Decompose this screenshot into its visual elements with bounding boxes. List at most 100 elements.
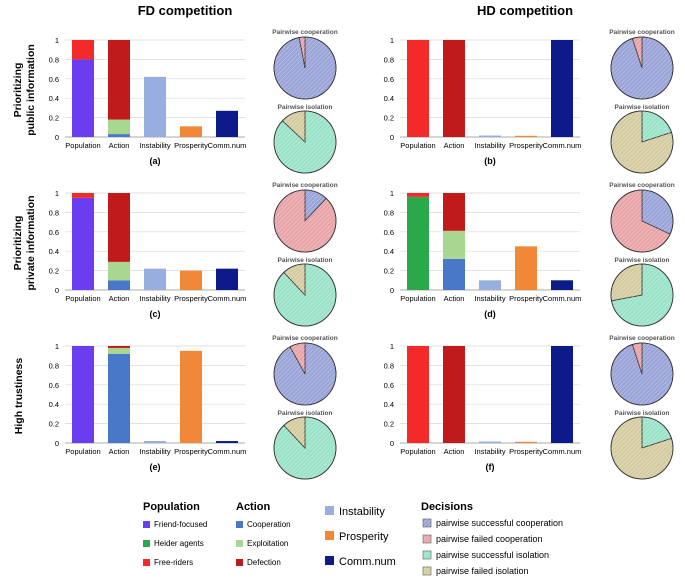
pie-isolation	[273, 416, 337, 480]
x-tick-label: Population	[65, 141, 100, 150]
pie-title-isolation: Pairwise isolation	[615, 104, 670, 111]
bar-action-segment	[108, 353, 130, 443]
y-tick-label: 0.4	[384, 247, 394, 256]
panels: 0 0.2 0.4 0.6 0.8 1 Population Action Instabilit…	[12, 29, 675, 480]
legend-swatch-hatch	[423, 551, 431, 559]
y-tick-label: 0	[55, 439, 59, 448]
legend-swatch-metric	[325, 506, 334, 515]
pie-isolation-hatch	[610, 110, 674, 174]
bar-instability	[144, 268, 166, 290]
pie-title-cooperation: Pairwise cooperation	[609, 182, 674, 189]
legend-swatch-metric	[325, 556, 334, 565]
y-tick-label: 0.6	[384, 381, 394, 390]
y-tick-label: 0.6	[49, 228, 59, 237]
x-tick-label: Population	[65, 447, 100, 456]
pie-cooperation	[610, 342, 674, 406]
bar-action-segment	[108, 40, 130, 120]
bar-population-segment	[72, 59, 94, 137]
panel-c: 0 0.2 0.4 0.6 0.8 1 Population Action Instabilit…	[49, 182, 338, 327]
bar-action-segment	[108, 134, 130, 137]
legend-label-decision: pairwise failed isolation	[436, 566, 529, 576]
x-tick-label: Action	[444, 141, 465, 150]
pie-cooperation	[273, 189, 337, 253]
y-tick-label: 1	[55, 342, 59, 351]
x-tick-label: Comm.num	[543, 141, 582, 150]
bar-prosperity	[180, 126, 202, 137]
bar-prosperity	[180, 270, 202, 290]
pie-cooperation	[610, 36, 674, 100]
bar-action-segment	[108, 280, 130, 290]
bar-comm-num	[216, 441, 238, 443]
x-tick-label: Prosperity	[509, 294, 543, 303]
y-tick-label: 0.8	[384, 361, 394, 370]
pie-isolation	[610, 416, 674, 480]
pie-cooperation	[273, 36, 337, 100]
bar-comm-num	[551, 40, 573, 137]
x-tick-label: Prosperity	[174, 294, 208, 303]
x-tick-label: Instability	[474, 141, 506, 150]
x-tick-label: Action	[109, 294, 130, 303]
x-tick-label: Population	[400, 294, 435, 303]
pie-isolation-hatch	[610, 416, 674, 480]
row-label-line: Prioritizing	[12, 63, 24, 118]
legend-label-action: Exploitation	[247, 539, 288, 548]
x-tick-label: Action	[444, 447, 465, 456]
y-tick-label: 0.2	[384, 114, 394, 123]
bar-prosperity	[515, 246, 537, 290]
bar-action-segment	[443, 258, 465, 290]
legend-swatch-population	[143, 521, 150, 528]
x-tick-label: Instability	[139, 294, 171, 303]
y-tick-label: 0	[55, 286, 59, 295]
panel-label: (b)	[484, 156, 496, 166]
pie-cooperation	[610, 189, 674, 253]
legend-swatch-action	[236, 559, 243, 566]
panel-label: (f)	[486, 462, 495, 472]
bar-prosperity	[515, 135, 537, 137]
bar-action-segment	[443, 40, 465, 137]
y-tick-label: 0.8	[49, 361, 59, 370]
panel-label: (e)	[150, 462, 161, 472]
bar-action-segment	[108, 193, 130, 262]
y-tick-label: 0.4	[384, 94, 394, 103]
bar-instability	[144, 76, 166, 137]
legend-swatch-hatch	[423, 535, 431, 543]
legend-label-metric: Instability	[339, 506, 385, 518]
y-tick-label: 0.4	[49, 94, 59, 103]
y-tick-label: 1	[390, 342, 394, 351]
bar-population-segment	[407, 196, 429, 290]
y-tick-label: 0.4	[49, 400, 59, 409]
y-tick-label: 1	[55, 36, 59, 45]
legend-swatch-metric	[325, 531, 334, 540]
panel-a: 0 0.2 0.4 0.6 0.8 1 Population Action Instabilit…	[49, 29, 338, 174]
y-tick-label: 1	[390, 36, 394, 45]
x-tick-label: Prosperity	[509, 141, 543, 150]
pie-isolation	[610, 263, 674, 327]
row-label: High trustiness	[13, 358, 25, 435]
y-tick-label: 0.8	[49, 208, 59, 217]
bar-action-segment	[108, 119, 130, 135]
bar-instability	[479, 135, 501, 137]
bar-comm-num	[216, 268, 238, 290]
pie-title-cooperation: Pairwise cooperation	[609, 29, 674, 36]
pie-title-isolation: Pairwise isolation	[615, 257, 670, 264]
x-tick-label: Population	[400, 447, 435, 456]
legend-label-action: Defection	[247, 558, 281, 567]
panel-d: 0 0.2 0.4 0.6 0.8 1 Population Action Instabilit…	[384, 182, 675, 327]
bar-prosperity	[515, 441, 537, 443]
legend-swatch-population	[143, 559, 150, 566]
pie-isolation-hatch	[273, 110, 337, 174]
y-tick-label: 0.2	[49, 267, 59, 276]
bar-population-segment	[72, 193, 94, 198]
x-tick-label: Action	[109, 141, 130, 150]
pie-title-isolation: Pairwise isolation	[278, 104, 333, 111]
legend: Population Action Decisions Friend-focused H…	[143, 501, 563, 576]
x-tick-label: Comm.num	[543, 447, 582, 456]
y-tick-label: 0	[390, 133, 394, 142]
y-tick-label: 0.6	[49, 381, 59, 390]
pie-cooperation-hatch	[273, 189, 337, 253]
bar-action-segment	[443, 230, 465, 259]
x-tick-label: Instability	[139, 141, 171, 150]
bar-instability	[479, 441, 501, 443]
pie-cooperation-hatch	[610, 342, 674, 406]
panel-b: 0 0.2 0.4 0.6 0.8 1 Population Action Instabilit…	[384, 29, 675, 174]
